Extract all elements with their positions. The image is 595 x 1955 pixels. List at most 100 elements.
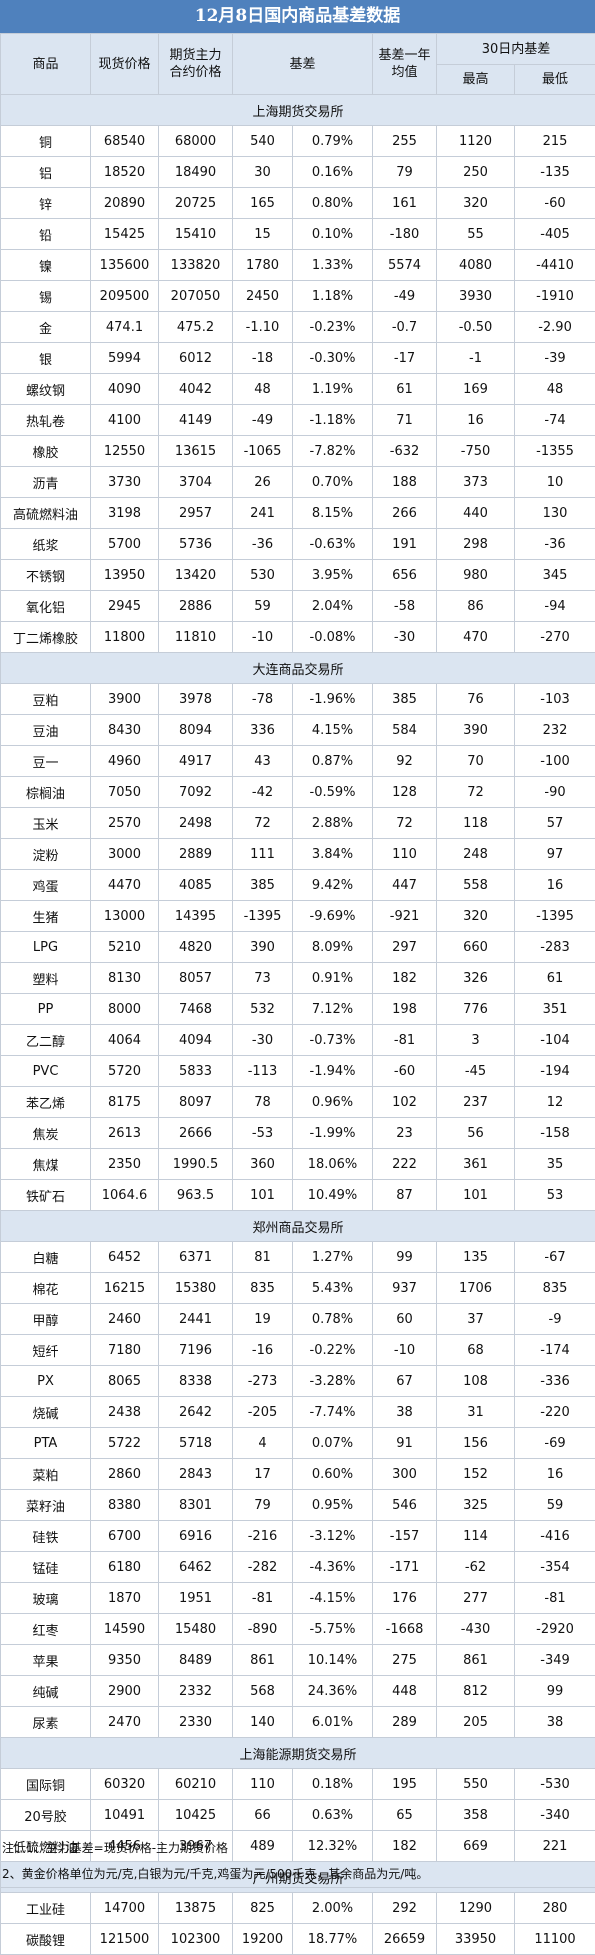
cell-basis-avg: 102 [373,1087,437,1118]
cell-basis-avg: 289 [373,1707,437,1738]
cell-spot-price: 10491 [91,1800,159,1831]
cell-30d-high: 1290 [437,1893,515,1924]
cell-spot-price: 474.1 [91,312,159,343]
cell-basis-pct: 0.63% [293,1800,373,1831]
cell-basis: 30 [233,157,293,188]
cell-basis-pct: -1.96% [293,684,373,715]
cell-futures-price: 2498 [159,808,233,839]
cell-basis: 385 [233,870,293,901]
cell-30d-high: 152 [437,1459,515,1490]
cell-basis: 43 [233,746,293,777]
cell-basis-pct: 18.77% [293,1924,373,1955]
cell-30d-low: 215 [515,126,595,157]
cell-basis-pct: 3.95% [293,560,373,591]
cell-basis-pct: -1.18% [293,405,373,436]
cell-basis: 1780 [233,250,293,281]
cell-30d-low: -135 [515,157,595,188]
cell-basis-avg: -157 [373,1521,437,1552]
cell-basis: 19200 [233,1924,293,1955]
cell-commodity: 锡 [1,281,91,312]
cell-basis-pct: 7.12% [293,994,373,1025]
cell-basis-pct: -9.69% [293,901,373,932]
cell-basis-avg: -60 [373,1056,437,1087]
exchange-name: 上海期货交易所 [1,95,595,126]
cell-basis-avg: 656 [373,560,437,591]
cell-30d-high: -45 [437,1056,515,1087]
cell-30d-low: -60 [515,188,595,219]
cell-spot-price: 5994 [91,343,159,374]
cell-commodity: 金 [1,312,91,343]
cell-spot-price: 2350 [91,1149,159,1180]
cell-30d-low: 10 [515,467,595,498]
cell-spot-price: 3900 [91,684,159,715]
cell-basis-pct: 2.00% [293,1893,373,1924]
cell-futures-price: 13875 [159,1893,233,1924]
cell-basis-avg: -10 [373,1335,437,1366]
cell-futures-price: 7092 [159,777,233,808]
cell-basis: -273 [233,1366,293,1397]
cell-30d-high: 4080 [437,250,515,281]
cell-30d-low: 835 [515,1273,595,1304]
cell-basis: -81 [233,1583,293,1614]
cell-30d-high: 277 [437,1583,515,1614]
cell-30d-low: -39 [515,343,595,374]
cell-commodity: 苹果 [1,1645,91,1676]
cell-basis: 540 [233,126,293,157]
cell-30d-low: -36 [515,529,595,560]
cell-30d-high: 55 [437,219,515,250]
cell-30d-low: -1395 [515,901,595,932]
col-header-high: 最高 [437,65,515,95]
cell-futures-price: 3978 [159,684,233,715]
cell-basis: 111 [233,839,293,870]
cell-30d-low: -67 [515,1242,595,1273]
cell-30d-high: 373 [437,467,515,498]
cell-basis-avg: -632 [373,436,437,467]
cell-commodity: 豆一 [1,746,91,777]
cell-commodity: 生猪 [1,901,91,932]
cell-30d-low: -349 [515,1645,595,1676]
cell-spot-price: 5700 [91,529,159,560]
cell-spot-price: 8175 [91,1087,159,1118]
cell-commodity: 铜 [1,126,91,157]
cell-basis-pct: -3.28% [293,1366,373,1397]
cell-spot-price: 5210 [91,932,159,963]
cell-futures-price: 8338 [159,1366,233,1397]
cell-basis-avg: 5574 [373,250,437,281]
cell-30d-high: 776 [437,994,515,1025]
cell-spot-price: 5720 [91,1056,159,1087]
cell-futures-price: 2332 [159,1676,233,1707]
cell-futures-price: 8094 [159,715,233,746]
cell-30d-high: 298 [437,529,515,560]
cell-commodity: 橡胶 [1,436,91,467]
cell-futures-price: 2886 [159,591,233,622]
cell-30d-low: 35 [515,1149,595,1180]
cell-30d-high: 70 [437,746,515,777]
cell-30d-low: 280 [515,1893,595,1924]
cell-30d-high: 72 [437,777,515,808]
cell-basis-pct: 0.18% [293,1769,373,1800]
cell-30d-high: -430 [437,1614,515,1645]
cell-futures-price: 3704 [159,467,233,498]
cell-30d-low: 38 [515,1707,595,1738]
cell-basis-pct: 1.33% [293,250,373,281]
cell-spot-price: 7180 [91,1335,159,1366]
cell-basis: 19 [233,1304,293,1335]
cell-30d-low: 61 [515,963,595,994]
cell-basis-avg: 195 [373,1769,437,1800]
cell-futures-price: 6371 [159,1242,233,1273]
cell-30d-low: 16 [515,870,595,901]
footnote-1: 注：1、主力基差=现货价格-主力期货价格 [0,1836,595,1862]
cell-commodity: 红枣 [1,1614,91,1645]
